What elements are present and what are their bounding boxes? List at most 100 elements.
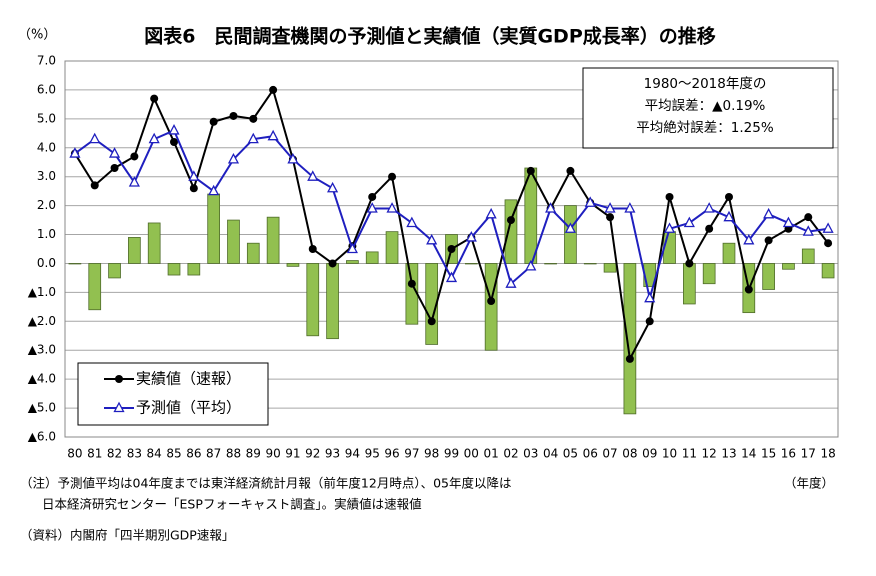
bar [464,263,478,265]
point [188,170,200,181]
bar [207,193,220,264]
x-tick-label: 03 [523,447,538,461]
point [465,231,477,242]
x-tick-label: 83 [127,447,142,461]
x-tick-label: 13 [721,447,736,461]
point [130,152,139,161]
bar [306,263,320,337]
x-tick-label: 11 [682,447,697,461]
point [645,317,654,326]
point [108,147,121,158]
bar [68,263,82,265]
point [247,132,259,144]
annotation: 1980～2018年度の [644,76,767,92]
point [485,207,497,219]
y-tick-label: 5.0 [37,111,56,125]
point [170,137,179,146]
x-tick-label: 90 [265,447,280,461]
point [110,164,119,173]
x-tick-label: 81 [87,447,102,461]
legend-box [77,362,269,426]
x-tick-label: 80 [67,447,82,461]
point [388,172,397,181]
x-tick-label: 96 [384,447,399,461]
point [269,85,278,94]
point [822,222,834,233]
x-tick-label: 94 [345,447,360,461]
bar [504,199,518,264]
bar [266,216,280,264]
point [683,216,695,228]
x-tick-label: 15 [761,447,776,461]
point [566,166,575,175]
point [366,202,378,213]
x-tick-label: 08 [622,447,637,461]
point [644,291,656,303]
point [407,279,416,288]
point [326,181,339,193]
point [69,147,81,158]
annotation: 平均絶対誤差：1.25% [636,120,774,136]
x-axis-label: （年度） [784,476,834,491]
x-tick-label: 14 [741,447,756,461]
bar [821,263,835,279]
note: （注）予測値平均は04年度までは東洋経済統計月報（前年度12月時点）、05年度以… [20,476,511,491]
point [447,245,456,253]
point [802,225,814,236]
bar [583,263,597,265]
bar [484,263,498,351]
bar [326,263,339,340]
point [267,129,279,141]
bar [286,263,300,267]
point [604,202,616,213]
point [545,202,557,213]
point [229,111,238,120]
y-tick-label: 2.0 [37,198,56,212]
bar [147,222,161,264]
bar [544,263,557,265]
plot-border [64,60,839,438]
annotation: 平均誤差：▲0.19% [645,98,766,114]
x-tick-label: 84 [147,447,162,461]
point [564,222,577,233]
point [150,94,159,103]
point [724,192,733,201]
legend-label: 予測値（平均） [136,399,241,417]
point [744,285,753,294]
x-tick-label: 09 [642,447,657,461]
point [189,184,198,193]
x-tick-label: 85 [166,447,181,461]
y-tick-label: 7.0 [37,54,56,68]
bar [663,231,676,264]
y-tick-label: ▲2.0 [28,314,56,328]
x-tick-label: 04 [543,447,558,461]
bar [365,251,379,264]
y-tick-label: ▲1.0 [28,285,56,299]
point [148,132,160,144]
point [249,114,258,123]
y-tick-label: ▲6.0 [28,430,56,444]
y-axis-label: （%） [18,28,56,43]
point [386,202,398,213]
point [128,176,140,187]
point [406,216,418,228]
x-tick-label: 82 [107,447,122,461]
point [723,210,735,222]
bar [246,242,260,264]
x-tick-label: 89 [246,447,261,461]
x-tick-label: 01 [484,447,499,461]
bar [88,263,102,311]
point [606,213,615,222]
point [426,233,438,245]
x-tick-label: 97 [404,447,419,461]
point [89,132,101,144]
y-tick-label: ▲3.0 [28,343,56,357]
point [445,271,458,283]
point [209,117,218,126]
bar [603,263,617,273]
bar [187,263,201,276]
point [685,259,694,268]
point [90,181,99,190]
point [227,152,240,164]
x-tick-label: 05 [563,447,578,461]
